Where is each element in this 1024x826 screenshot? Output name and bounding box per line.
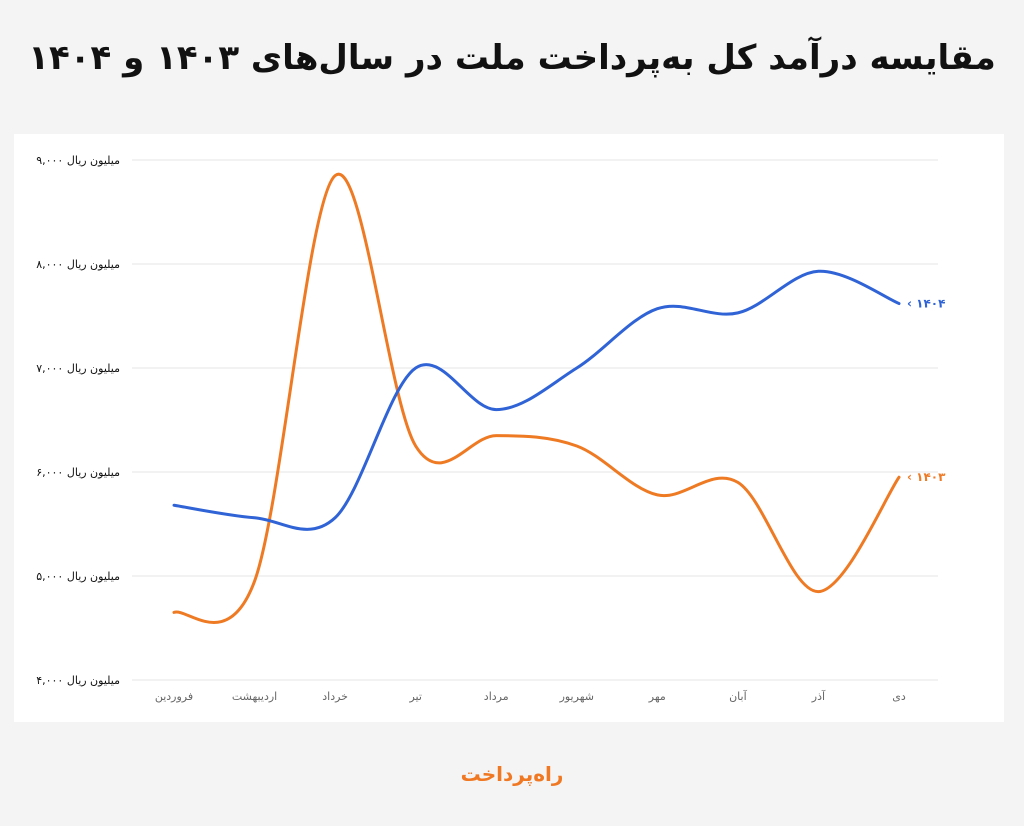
- series-line-1404: [172, 269, 901, 531]
- chart-title: مقایسه درآمد کل به‌پرداخت ملت در سال‌های…: [28, 38, 996, 78]
- x-tick-label: مرداد: [484, 690, 509, 703]
- chart-area: ۴,۰۰۰ میلیون ریال ۵,۰۰۰ میلیون ریال ۶,۰۰۰ …: [14, 134, 1004, 722]
- y-tick-label: ۹,۰۰۰ میلیون ریال: [36, 154, 120, 167]
- x-tick-label: اردیبهشت: [232, 690, 277, 703]
- x-tick-label: دی: [892, 690, 906, 703]
- y-tick-label: ۸,۰۰۰ میلیون ریال: [36, 258, 120, 271]
- y-tick-label: ۶,۰۰۰ میلیون ریال: [36, 466, 120, 479]
- x-tick-label: آذر: [811, 689, 826, 703]
- x-tick-label: تیر: [408, 690, 421, 703]
- y-tick-label: ۷,۰۰۰ میلیون ریال: [36, 362, 120, 375]
- x-tick-label: خرداد: [322, 690, 348, 703]
- brand-logo: راه‌پرداخت: [460, 762, 564, 786]
- y-tick-label: ۴,۰۰۰ میلیون ریال: [36, 674, 120, 687]
- series-line-1403: [172, 172, 901, 624]
- line-chart: ۴,۰۰۰ میلیون ریال ۵,۰۰۰ میلیون ریال ۶,۰۰۰ …: [36, 154, 946, 703]
- x-tick-label: مهر: [648, 690, 666, 703]
- y-tick-label: ۵,۰۰۰ میلیون ریال: [36, 570, 120, 583]
- x-tick-label: شهریور: [559, 690, 594, 703]
- series-label-1403: ‹ ۱۴۰۳: [907, 470, 946, 484]
- x-tick-label: فروردین: [155, 690, 193, 703]
- series-label-1404: ‹ ۱۴۰۴: [907, 297, 945, 311]
- x-tick-label: آبان: [729, 689, 747, 703]
